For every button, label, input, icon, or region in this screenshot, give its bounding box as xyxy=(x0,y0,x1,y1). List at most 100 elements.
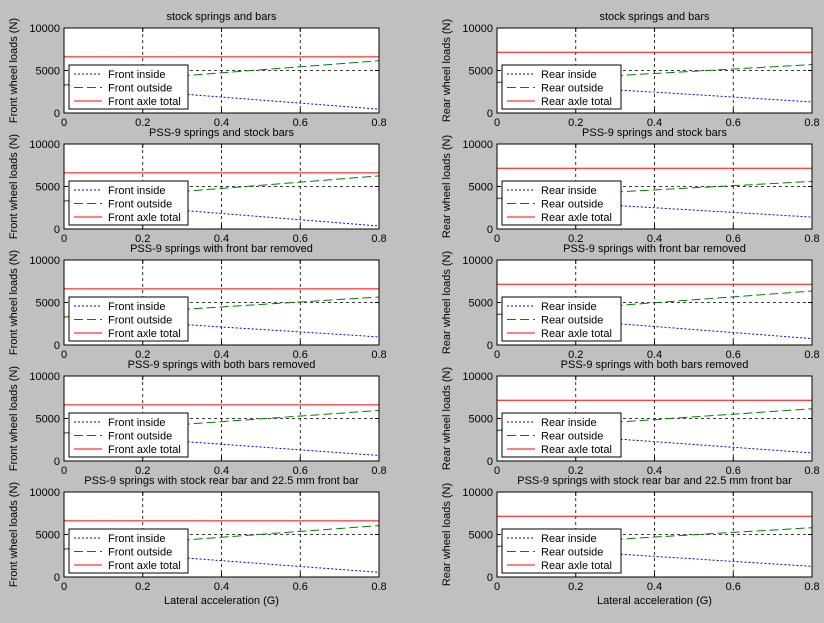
legend-label: Front axle total xyxy=(108,444,181,456)
x-tick-label: 0.6 xyxy=(726,349,741,361)
legend-label: Front outside xyxy=(108,431,172,443)
legend-label: Rear outside xyxy=(541,431,603,443)
y-tick-label: 10000 xyxy=(462,487,493,499)
y-tick-label: 10000 xyxy=(29,139,60,151)
legend-label: Rear inside xyxy=(541,533,597,545)
x-tick-label: 0 xyxy=(494,581,500,593)
subplot-title: PSS-9 springs and stock bars xyxy=(149,127,294,139)
legend-label: Rear inside xyxy=(541,301,597,313)
x-tick-label: 0 xyxy=(494,465,500,477)
legend-label: Rear inside xyxy=(541,69,597,81)
x-tick-label: 0 xyxy=(494,233,500,245)
legend-label: Front outside xyxy=(108,83,172,95)
x-tick-label: 0.8 xyxy=(371,581,386,593)
legend-label: Rear outside xyxy=(541,199,603,211)
x-tick-label: 0.4 xyxy=(214,349,229,361)
x-tick-label: 0.4 xyxy=(214,233,229,245)
legend-label: Front outside xyxy=(108,547,172,559)
x-tick-label: 0 xyxy=(61,117,67,129)
x-tick-label: 0.4 xyxy=(214,465,229,477)
x-tick-label: 0.8 xyxy=(371,117,386,129)
x-tick-label: 0.2 xyxy=(568,581,583,593)
y-axis-label: Rear wheel loads (N) xyxy=(441,19,453,122)
subplot-9: 0 0.2 0.4 0.6 0.8 0 5000 10000 PSS-9 springs wit… xyxy=(8,475,387,607)
legend-label: Front outside xyxy=(108,199,172,211)
y-tick-label: 10000 xyxy=(29,23,60,35)
y-tick-label: 0 xyxy=(54,224,60,236)
legend-label: Front axle total xyxy=(108,560,181,572)
subplot-8: 0 0.2 0.4 0.6 0.8 0 5000 10000 PSS-9 springs wit… xyxy=(441,359,820,477)
y-tick-label: 5000 xyxy=(469,530,493,542)
legend-label: Front axle total xyxy=(108,328,181,340)
x-tick-label: 0.8 xyxy=(804,233,819,245)
legend-label: Rear axle total xyxy=(541,444,612,456)
subplot-5: 0 0.2 0.4 0.6 0.8 0 5000 10000 PSS-9 springs wit… xyxy=(8,243,387,361)
y-tick-label: 5000 xyxy=(469,414,493,426)
x-tick-label: 0.2 xyxy=(135,233,150,245)
y-axis-label: Rear wheel loads (N) xyxy=(441,367,453,470)
y-tick-label: 5000 xyxy=(36,66,60,78)
subplot-title: PSS-9 springs with stock rear bar and 22… xyxy=(517,475,792,487)
x-tick-label: 0.6 xyxy=(726,581,741,593)
x-tick-label: 0.2 xyxy=(135,465,150,477)
legend-label: Front inside xyxy=(108,301,165,313)
y-tick-label: 0 xyxy=(54,572,60,584)
legend-label: Rear axle total xyxy=(541,560,612,572)
x-tick-label: 0.4 xyxy=(214,581,229,593)
legend-label: Front inside xyxy=(108,185,165,197)
legend-label: Rear axle total xyxy=(541,96,612,108)
subplot-3: 0 0.2 0.4 0.6 0.8 0 5000 10000 PSS-9 springs and… xyxy=(8,127,387,245)
y-tick-label: 5000 xyxy=(469,182,493,194)
subplot-6: 0 0.2 0.4 0.6 0.8 0 5000 10000 PSS-9 springs wit… xyxy=(441,243,820,361)
legend-label: Rear inside xyxy=(541,185,597,197)
y-axis-label: Front wheel loads (N) xyxy=(8,18,20,123)
x-tick-label: 0.8 xyxy=(371,465,386,477)
x-tick-label: 0 xyxy=(61,465,67,477)
legend-label: Rear outside xyxy=(541,83,603,95)
y-tick-label: 5000 xyxy=(36,530,60,542)
subplot-title: PSS-9 springs with front bar removed xyxy=(563,243,746,255)
y-tick-label: 5000 xyxy=(469,66,493,78)
subplot-10: 0 0.2 0.4 0.6 0.8 0 5000 10000 PSS-9 springs wit… xyxy=(441,475,820,607)
x-tick-label: 0.4 xyxy=(647,465,662,477)
x-tick-label: 0.2 xyxy=(135,349,150,361)
x-tick-label: 0.6 xyxy=(293,581,308,593)
x-tick-label: 0.2 xyxy=(568,233,583,245)
x-tick-label: 0 xyxy=(61,581,67,593)
x-tick-label: 0.6 xyxy=(726,465,741,477)
y-axis-label: Front wheel loads (N) xyxy=(8,482,20,587)
x-tick-label: 0.6 xyxy=(293,465,308,477)
x-tick-label: 0.8 xyxy=(804,349,819,361)
y-tick-label: 0 xyxy=(54,108,60,120)
y-tick-label: 10000 xyxy=(462,371,493,383)
y-axis-label: Front wheel loads (N) xyxy=(8,366,20,471)
legend-label: Rear axle total xyxy=(541,328,612,340)
legend-label: Front inside xyxy=(108,417,165,429)
x-tick-label: 0.8 xyxy=(804,465,819,477)
y-tick-label: 5000 xyxy=(36,182,60,194)
subplot-title: stock springs and bars xyxy=(599,11,710,23)
x-tick-label: 0.2 xyxy=(568,465,583,477)
legend-label: Front inside xyxy=(108,533,165,545)
y-tick-label: 0 xyxy=(487,456,493,468)
y-tick-label: 5000 xyxy=(36,298,60,310)
subplot-title: PSS-9 springs with stock rear bar and 22… xyxy=(84,475,359,487)
x-tick-label: 0 xyxy=(494,349,500,361)
x-tick-label: 0 xyxy=(494,117,500,129)
x-axis-label: Lateral acceleration (G) xyxy=(597,595,712,607)
subplot-title: PSS-9 springs with both bars removed xyxy=(128,359,316,371)
y-tick-label: 5000 xyxy=(36,414,60,426)
legend-label: Front axle total xyxy=(108,212,181,224)
x-tick-label: 0.2 xyxy=(135,117,150,129)
x-tick-label: 0.6 xyxy=(293,233,308,245)
y-tick-label: 0 xyxy=(487,224,493,236)
y-tick-label: 0 xyxy=(54,456,60,468)
subplot-7: 0 0.2 0.4 0.6 0.8 0 5000 10000 PSS-9 springs wit… xyxy=(8,359,387,477)
y-tick-label: 0 xyxy=(487,340,493,352)
y-tick-label: 10000 xyxy=(29,255,60,267)
